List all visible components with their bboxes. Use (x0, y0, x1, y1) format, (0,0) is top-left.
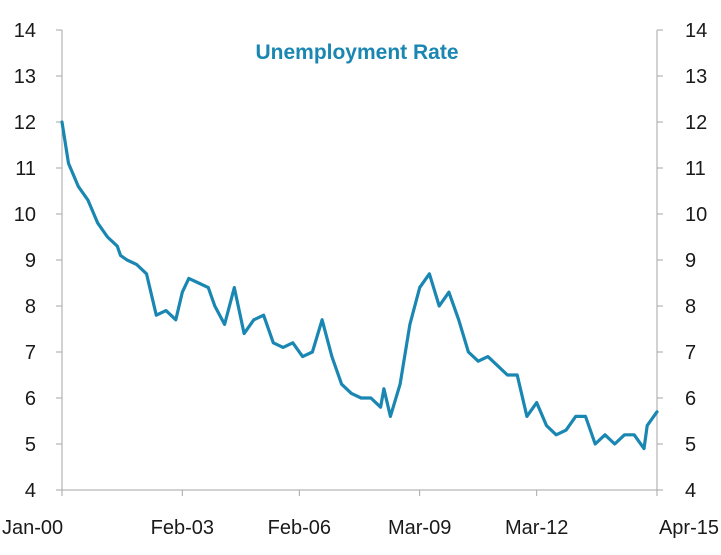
data-point (656, 411, 658, 413)
data-point (188, 277, 190, 280)
data-point (155, 314, 158, 317)
data-point (223, 323, 226, 326)
data-point (181, 291, 184, 294)
data-point (350, 392, 353, 395)
data-point (87, 199, 89, 201)
data-point (526, 415, 528, 418)
data-point (646, 424, 648, 427)
y-tick-label-right: 9 (685, 250, 696, 272)
y-tick-label-right: 5 (685, 434, 696, 456)
y-tick-label-left: 8 (25, 296, 36, 318)
data-point (428, 273, 431, 275)
data-point (165, 309, 167, 312)
data-point (643, 447, 645, 450)
data-point (331, 355, 333, 358)
data-point (383, 388, 385, 390)
data-point (565, 429, 567, 432)
y-tick-label-left: 14 (14, 20, 36, 42)
data-point (197, 282, 200, 284)
data-point (253, 319, 255, 321)
data-point (321, 319, 323, 321)
data-point (97, 222, 99, 224)
y-tick-label-right: 11 (685, 158, 706, 180)
data-point (262, 314, 265, 317)
data-point (584, 415, 587, 418)
data-point (594, 443, 596, 445)
data-point (487, 355, 489, 358)
y-tick-label-right: 13 (685, 66, 707, 88)
data-point (119, 254, 122, 257)
data-point (272, 342, 275, 344)
data-point (623, 434, 626, 436)
y-tick-label-left: 6 (25, 388, 36, 410)
data-point (604, 434, 606, 436)
data-point (292, 342, 294, 344)
data-point (389, 415, 392, 418)
chart-title: Unemployment Rate (255, 41, 458, 64)
y-tick-label-left: 10 (14, 204, 36, 226)
data-point (477, 360, 480, 363)
data-point (61, 121, 63, 123)
x-tick-label: Feb-03 (151, 517, 214, 539)
data-point (360, 397, 362, 399)
y-tick-label-right: 14 (685, 20, 707, 42)
data-point (126, 259, 128, 261)
x-tick-label: Mar-12 (505, 517, 568, 539)
data-point (301, 355, 304, 358)
data-point (467, 351, 470, 353)
x-tick-label: Mar-09 (388, 517, 451, 539)
data-point (379, 406, 382, 409)
data-point (106, 236, 109, 238)
data-point (370, 397, 372, 399)
y-tick-label-right: 8 (685, 296, 696, 318)
y-tick-label-left: 11 (15, 158, 36, 180)
data-point (496, 365, 499, 367)
x-tick-label: Jan-00 (2, 517, 63, 539)
data-point (633, 434, 635, 436)
data-point (545, 424, 548, 427)
data-point (175, 319, 177, 321)
data-point (438, 305, 441, 307)
y-tick-label-left: 4 (25, 480, 36, 502)
data-point (448, 291, 450, 294)
series-line-unemployment-rate (60, 120, 659, 451)
y-tick-label-right: 10 (685, 204, 707, 226)
data-point (340, 383, 343, 386)
data-point (506, 374, 509, 376)
data-point (145, 273, 148, 275)
y-tick-label-right: 4 (685, 480, 696, 502)
y-tick-label-left: 13 (14, 66, 36, 88)
data-point (613, 443, 616, 445)
data-point (136, 263, 138, 266)
data-point (516, 374, 518, 376)
data-point (409, 323, 411, 326)
data-point (116, 245, 119, 247)
data-point (418, 286, 421, 289)
data-point (207, 286, 210, 289)
data-point (77, 185, 80, 188)
data-point (214, 305, 216, 307)
data-point (535, 401, 538, 404)
data-point (67, 162, 70, 165)
x-tick-label: Apr-15 (659, 517, 719, 539)
y-tick-label-right: 12 (685, 112, 707, 134)
data-point (243, 332, 245, 335)
y-tick-label-right: 6 (685, 388, 696, 410)
y-tick-label-left: 12 (14, 112, 36, 134)
data-point (555, 434, 557, 436)
data-point (311, 351, 314, 353)
data-point (282, 346, 284, 349)
y-tick-label-left: 5 (25, 434, 36, 456)
y-tick-label-right: 7 (685, 342, 696, 364)
x-tick-label: Feb-06 (268, 517, 331, 539)
data-point (574, 415, 577, 418)
y-tick-label-left: 9 (25, 250, 36, 272)
data-point (233, 286, 236, 289)
data-point (399, 383, 401, 386)
y-tick-label-left: 7 (25, 342, 36, 364)
data-point (457, 319, 460, 321)
